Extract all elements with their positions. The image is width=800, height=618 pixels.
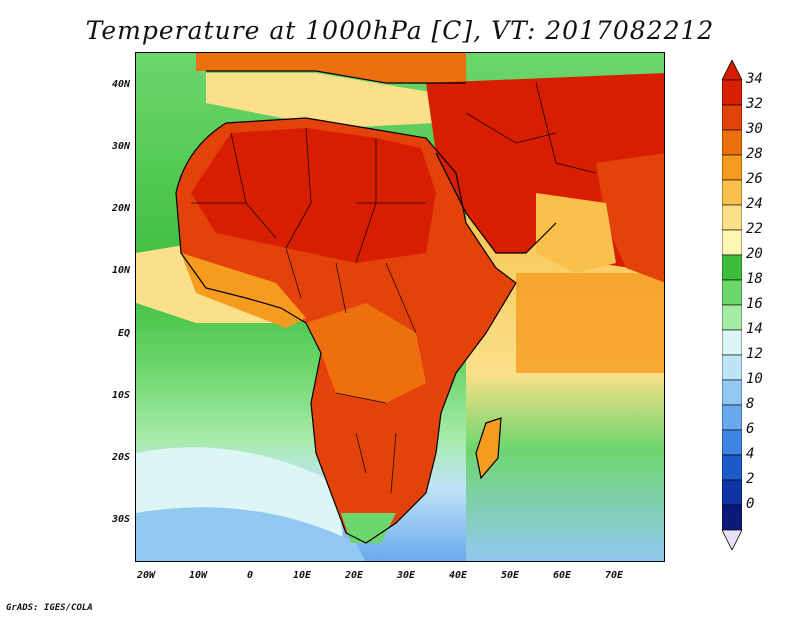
colorbar-tick-label: 26	[746, 171, 763, 187]
temperature-map	[135, 52, 665, 562]
colorbar-segment	[722, 329, 742, 356]
colorbar-top-arrow	[722, 60, 742, 81]
colorbar-segment	[722, 279, 742, 306]
south-coast-cool	[341, 513, 396, 543]
lat-label-20n: 20N	[111, 203, 130, 214]
lat-label-20s: 20S	[111, 452, 130, 463]
colorbar-tick-label: 0	[746, 496, 755, 512]
sahara-core	[191, 128, 436, 263]
colorbar-segment	[722, 479, 742, 506]
credit-text: GrADS: IGES/COLA	[6, 603, 93, 613]
colorbar-tick-label: 22	[746, 221, 763, 237]
colorbar-segment	[722, 404, 742, 431]
lon-label-30e: 30E	[396, 570, 416, 581]
lat-label-30s: 30S	[111, 514, 130, 525]
colorbar-tick-label: 30	[746, 121, 763, 137]
colorbar-tick-label: 12	[746, 346, 763, 362]
madagascar-coastline	[475, 417, 502, 480]
colorbar	[722, 60, 742, 550]
chart-title: Temperature at 1000hPa [C], VT: 20170822…	[85, 16, 715, 45]
colorbar-bottom-arrow	[722, 529, 742, 550]
colorbar-tick-label: 34	[746, 71, 763, 87]
colorbar-segment	[722, 379, 742, 406]
colorbar-segment	[722, 79, 742, 106]
colorbar-tick-label: 4	[746, 446, 755, 462]
lat-label-eq: EQ	[117, 328, 130, 339]
lon-label-60e: 60E	[552, 570, 572, 581]
colorbar-tick-label: 24	[746, 196, 763, 212]
lon-label-0: 0	[246, 570, 254, 581]
country-borders	[191, 82, 597, 494]
north-indian-ocean	[516, 273, 664, 373]
central-africa	[306, 303, 426, 403]
colorbar-tick-label: 28	[746, 146, 763, 162]
lon-label-50e: 50E	[500, 570, 520, 581]
mediterranean-north-coast	[206, 70, 466, 84]
colorbar-tick-label: 20	[746, 246, 763, 262]
europe-warm	[196, 53, 466, 83]
colorbar-tick-label: 6	[746, 421, 755, 437]
colorbar-segment	[722, 254, 742, 281]
colorbar-segment	[722, 104, 742, 131]
colorbar-tick-label: 18	[746, 271, 763, 287]
arabian-sea-warm	[536, 193, 616, 273]
colorbar-tick-label: 16	[746, 296, 763, 312]
lon-label-10e: 10E	[292, 570, 312, 581]
colorbar-tick-label: 8	[746, 396, 755, 412]
colorbar-segment	[722, 179, 742, 206]
colorbar-segment	[722, 229, 742, 256]
lon-label-70e: 70E	[604, 570, 624, 581]
colorbar-tick-label: 32	[746, 96, 763, 112]
southern-africa	[316, 423, 426, 533]
india-landmass	[596, 153, 664, 283]
arabia-coastline	[435, 152, 557, 254]
mediterranean	[206, 73, 436, 128]
colorbar-segment	[722, 204, 742, 231]
lon-label-10w: 10W	[188, 570, 208, 581]
madagascar	[476, 418, 501, 478]
colorbar-tick-label: 14	[746, 321, 763, 337]
colorbar-segment	[722, 354, 742, 381]
colorbar-tick-label: 2	[746, 471, 755, 487]
colorbar-segment	[722, 129, 742, 156]
lon-label-40e: 40E	[448, 570, 468, 581]
colorbar-segment	[722, 454, 742, 481]
lon-label-20e: 20E	[344, 570, 364, 581]
colorbar-segment	[722, 154, 742, 181]
colorbar-segment	[722, 429, 742, 456]
west-africa-coast	[181, 253, 306, 328]
africa-coastline	[175, 117, 517, 544]
lon-label-20w: 20W	[136, 570, 156, 581]
lat-label-30n: 30N	[111, 141, 130, 152]
colorbar-segment	[722, 304, 742, 331]
colorbar-segment	[722, 504, 742, 531]
lat-label-10n: 10N	[111, 265, 130, 276]
south-atlantic-blue	[136, 507, 365, 561]
colorbar-tick-label: 10	[746, 371, 763, 387]
lat-label-10s: 10S	[111, 390, 130, 401]
lat-label-40n: 40N	[111, 79, 130, 90]
